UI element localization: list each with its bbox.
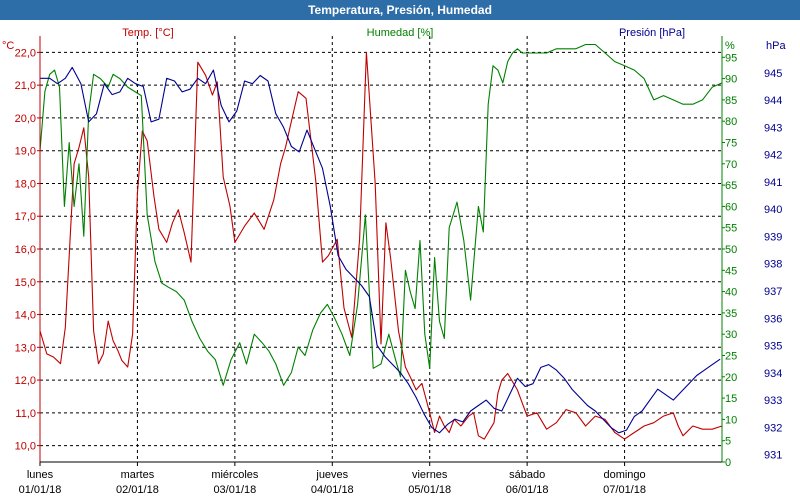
temperature-tick-label: 14,0: [15, 310, 36, 322]
temperature-tick-label: 18,0: [15, 178, 36, 190]
humidity-tick-label: 60: [725, 201, 737, 213]
x-tick-date-label: 01/01/18: [19, 484, 62, 496]
axes-layer: °C Temp. [°C] Humedad [%] Presión [hPa]% hPa…: [2, 27, 786, 496]
x-tick-day-label: martes: [121, 469, 155, 481]
humidity-tick-label: 0: [725, 457, 731, 469]
temperature-tick-label: 21,0: [15, 80, 36, 92]
series-line-pressure: [40, 66, 721, 434]
humidity-tick-label: 50: [725, 244, 737, 256]
series-layer: [39, 43, 723, 440]
pressure-tick-label: 939: [764, 231, 782, 243]
pressure-tick-label: 942: [764, 150, 782, 162]
x-tick-date-label: 05/01/18: [408, 484, 451, 496]
pressure-tick-label: 937: [764, 286, 782, 298]
pressure-tick-label: 932: [764, 422, 782, 434]
x-tick-day-label: viernes: [412, 469, 448, 481]
pressure-tick-label: 933: [764, 395, 782, 407]
chart: °C Temp. [°C] Humedad [%] Presión [hPa]% hPa…: [2, 27, 786, 496]
x-tick-day-label: jueves: [315, 469, 348, 481]
pressure-tick-label: 938: [764, 259, 782, 271]
humidity-tick-label: 25: [725, 351, 737, 363]
pressure-tick-label: 940: [764, 204, 782, 216]
pressure-tick-label: 944: [764, 95, 782, 107]
temperature-tick-label: 13,0: [15, 342, 36, 354]
humidity-tick-label: 65: [725, 180, 737, 192]
humidity-tick-label: 10: [725, 414, 737, 426]
pressure-tick-label: 943: [764, 122, 782, 134]
temperature-tick-label: 15,0: [15, 277, 36, 289]
series-line-humidity: [39, 43, 723, 386]
pressure-unit-label: hPa: [766, 40, 786, 52]
x-tick-date-label: 02/01/18: [116, 484, 159, 496]
pressure-tick-label: 936: [764, 313, 782, 325]
humidity-unit-label: %: [725, 40, 735, 52]
grid: [40, 36, 722, 462]
pressure-tick-label: 945: [764, 68, 782, 80]
temperature-tick-label: 20,0: [15, 113, 36, 125]
x-tick-day-label: domingo: [603, 469, 645, 481]
pressure-tick-label: 941: [764, 177, 782, 189]
humidity-axis-title: Humedad [%]: [367, 27, 434, 39]
temperature-tick-label: 17,0: [15, 211, 36, 223]
x-tick-day-label: lunes: [27, 469, 54, 481]
window-title: Temperatura, Presión, Humedad: [0, 0, 800, 20]
series-line-temperature: [39, 51, 723, 440]
x-tick-date-label: 04/01/18: [311, 484, 354, 496]
x-tick-date-label: 03/01/18: [213, 484, 256, 496]
humidity-tick-label: 55: [725, 223, 737, 235]
humidity-tick-label: 20: [725, 372, 737, 384]
temperature-unit-label: °C: [2, 40, 14, 52]
x-tick-date-label: 07/01/18: [603, 484, 646, 496]
humidity-tick-label: 45: [725, 265, 737, 277]
humidity-tick-label: 75: [725, 138, 737, 150]
temperature-tick-label: 11,0: [15, 408, 36, 420]
humidity-tick-label: 40: [725, 287, 737, 299]
humidity-tick-label: 85: [725, 95, 737, 107]
humidity-tick-label: 80: [725, 116, 737, 128]
temperature-tick-label: 22,0: [15, 47, 36, 59]
humidity-tick-label: 90: [725, 74, 737, 86]
pressure-tick-label: 935: [764, 341, 782, 353]
humidity-tick-label: 5: [725, 436, 731, 448]
pressure-tick-label: 931: [764, 450, 782, 462]
humidity-tick-label: 30: [725, 329, 737, 341]
temperature-tick-label: 10,0: [15, 441, 36, 453]
x-tick-day-label: sábado: [509, 469, 545, 481]
temperature-tick-label: 16,0: [15, 244, 36, 256]
humidity-tick-label: 35: [725, 308, 737, 320]
pressure-axis-title: Presión [hPa]: [619, 27, 685, 39]
humidity-tick-label: 95: [725, 52, 737, 64]
temperature-tick-label: 12,0: [15, 375, 36, 387]
humidity-tick-label: 15: [725, 393, 737, 405]
x-tick-date-label: 06/01/18: [506, 484, 549, 496]
humidity-tick-label: 70: [725, 159, 737, 171]
temperature-axis-title: Temp. [°C]: [122, 27, 173, 39]
pressure-tick-label: 934: [764, 368, 782, 380]
x-tick-day-label: miércoles: [211, 469, 259, 481]
temperature-tick-label: 19,0: [15, 146, 36, 158]
